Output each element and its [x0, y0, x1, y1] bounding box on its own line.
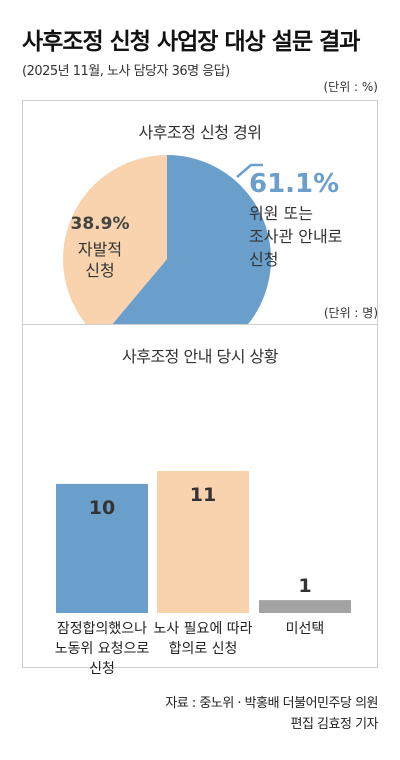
editor-credit: 편집 김효정 기자 — [290, 717, 379, 732]
bar-category-label-0: 잠정합의했으나 — [57, 621, 147, 637]
bar-unit-label: (단위 : 명) — [323, 306, 378, 320]
pie-category-label-0: 위원 또는 — [249, 204, 313, 223]
bar-value-label-2: 1 — [298, 575, 311, 597]
bar-chart-title: 사후조정 안내 당시 상황 — [122, 347, 278, 366]
page-subtitle: (2025년 11월, 노사 담당자 36명 응답) — [22, 64, 230, 79]
pie-slice-1 — [62, 155, 167, 339]
pie-slice-0 — [100, 155, 271, 363]
pie-chart-title: 사후조정 신청 경위 — [138, 123, 262, 142]
bar-value-label-0: 10 — [89, 497, 115, 519]
pie-callout-line — [236, 163, 263, 178]
bar-category-label-2: 미선택 — [286, 621, 325, 637]
source-note: 자료 : 중노위 · 박홍배 더불어민주당 의원 — [165, 696, 378, 711]
bar-category-label-0: 신청 — [89, 661, 115, 677]
pie-unit-label: (단위 : %) — [323, 80, 378, 94]
pie-category-label-0: 조사관 안내로 — [249, 227, 342, 246]
pie-category-label-1: 자발적 — [78, 240, 122, 259]
bar-2 — [259, 600, 351, 613]
pie-category-label-1: 신청 — [85, 261, 114, 280]
bar-category-label-1: 합의로 신청 — [169, 641, 238, 657]
pie-category-label-0: 신청 — [249, 250, 278, 269]
bar-category-label-0: 노동위 요청으로 — [55, 641, 150, 657]
bar-0 — [56, 483, 148, 613]
pie-value-label-1: 38.9% — [71, 214, 130, 234]
bar-value-label-1: 11 — [190, 484, 216, 506]
bar-category-label-1: 노사 필요에 따라 — [153, 621, 252, 637]
pie-value-label-0: 61.1% — [249, 169, 339, 199]
page-title: 사후조정 신청 사업장 대상 설문 결과 — [22, 29, 360, 55]
bar-1 — [157, 471, 249, 613]
